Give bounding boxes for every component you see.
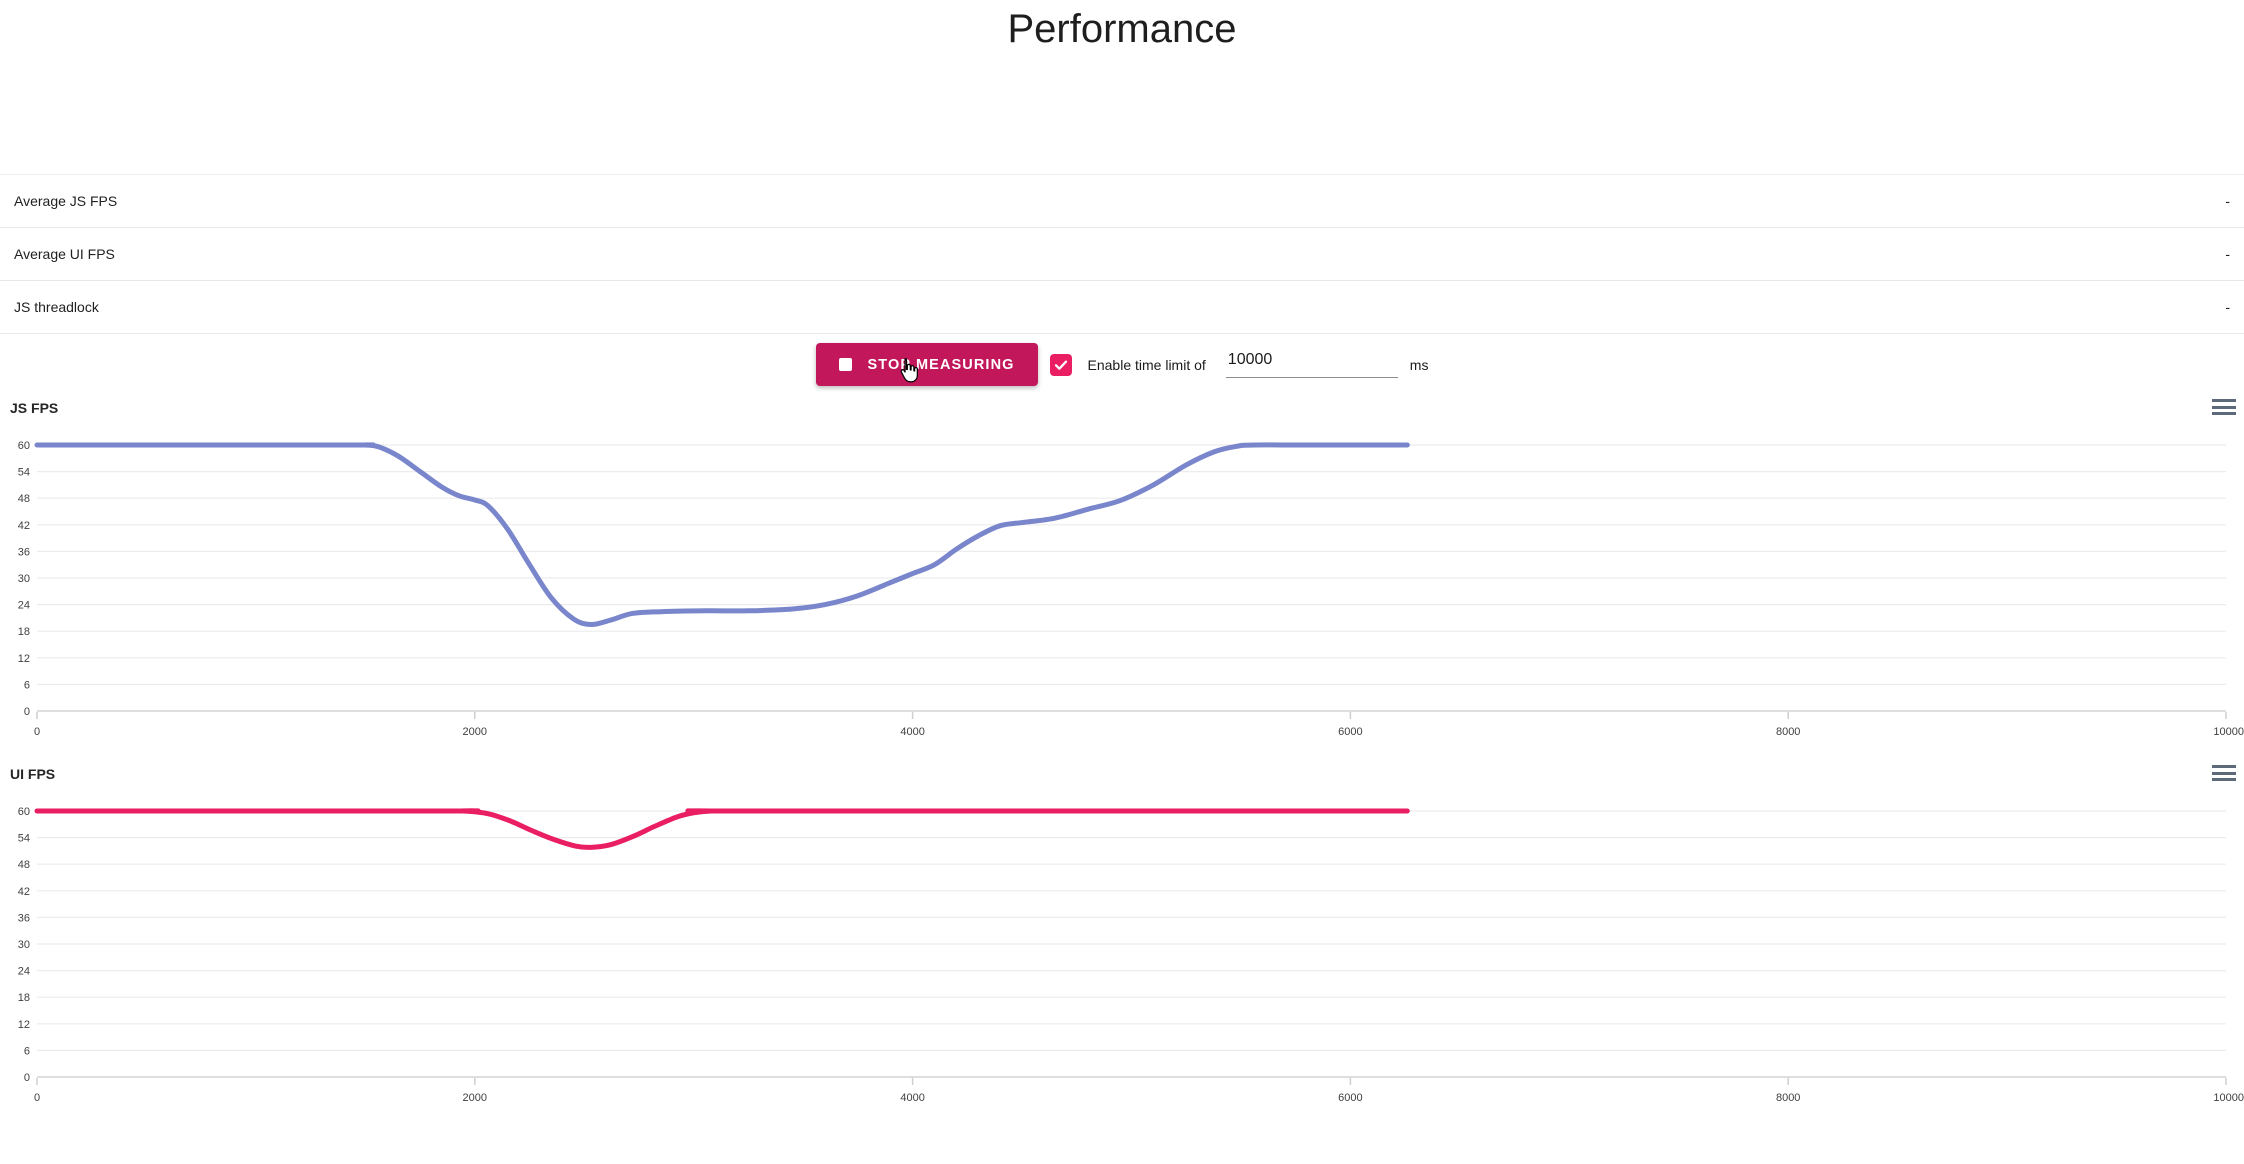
- js-fps-line: [34, 442, 1410, 628]
- svg-text:18: 18: [18, 626, 30, 638]
- menu-bar: [2212, 778, 2236, 781]
- page-title: Performance: [1007, 7, 1237, 51]
- ui-fps-line: [34, 808, 1410, 850]
- svg-text:42: 42: [18, 886, 30, 898]
- stop-measuring-button[interactable]: STOP MEASURING: [815, 343, 1038, 386]
- svg-text:4000: 4000: [900, 726, 924, 738]
- js-fps-chart: JS FPS 60 54 48 42 36 30 24 18 12 6 0 0 2000 4000 6000…: [0, 392, 2244, 752]
- svg-text:12: 12: [18, 653, 30, 665]
- svg-text:24: 24: [18, 600, 30, 612]
- svg-text:6: 6: [24, 679, 30, 691]
- svg-text:48: 48: [18, 493, 30, 505]
- svg-text:18: 18: [18, 992, 30, 1004]
- svg-text:54: 54: [18, 833, 30, 845]
- ui-fps-chart: UI FPS 60 54 48 42 36 30 24 18 12 6 0 0 2000 4000 6000…: [0, 758, 2244, 1118]
- svg-text:42: 42: [18, 520, 30, 532]
- js-fps-chart-title: JS FPS: [10, 400, 59, 416]
- svg-text:36: 36: [18, 912, 30, 924]
- stat-row-average-js-fps: Average JS FPS -: [0, 175, 2244, 228]
- svg-text:0: 0: [34, 726, 40, 738]
- stats-list: Average JS FPS - Average UI FPS - JS thr…: [0, 174, 2244, 334]
- measure-controls: STOP MEASURING Enable time limit of ms: [0, 343, 2244, 386]
- svg-text:10000: 10000: [2213, 1092, 2244, 1104]
- svg-text:48: 48: [18, 859, 30, 871]
- stat-label: Average UI FPS: [14, 246, 115, 262]
- svg-text:0: 0: [24, 1072, 30, 1084]
- checkmark-icon: [1054, 360, 1067, 370]
- stat-row-js-threadlock: JS threadlock -: [0, 281, 2244, 334]
- menu-bar: [2212, 412, 2236, 415]
- svg-text:24: 24: [18, 966, 30, 978]
- ui-fps-chart-title: UI FPS: [10, 766, 56, 782]
- stop-square-icon: [838, 358, 852, 371]
- svg-text:8000: 8000: [1776, 1092, 1800, 1104]
- time-limit-label: Enable time limit of: [1087, 356, 1206, 373]
- svg-text:4000: 4000: [900, 1092, 924, 1104]
- stat-label: JS threadlock: [14, 299, 99, 315]
- stat-row-average-ui-fps: Average UI FPS -: [0, 228, 2244, 281]
- svg-text:12: 12: [18, 1019, 30, 1031]
- stop-measuring-label: STOP MEASURING: [867, 356, 1015, 373]
- svg-text:2000: 2000: [463, 1092, 487, 1104]
- menu-bar: [2212, 771, 2236, 775]
- menu-bar: [2212, 399, 2236, 402]
- svg-text:6: 6: [24, 1045, 30, 1057]
- svg-text:36: 36: [18, 546, 30, 558]
- hamburger-menu-icon[interactable]: [2212, 765, 2236, 781]
- stat-value: -: [2225, 193, 2230, 209]
- stat-label: Average JS FPS: [14, 193, 118, 209]
- svg-text:0: 0: [34, 1092, 40, 1104]
- svg-text:6000: 6000: [1338, 726, 1362, 738]
- time-limit-input[interactable]: [1225, 351, 1398, 378]
- svg-text:30: 30: [18, 573, 30, 585]
- menu-bar: [2212, 405, 2236, 409]
- svg-text:6000: 6000: [1338, 1092, 1362, 1104]
- stat-value: -: [2225, 299, 2230, 315]
- svg-text:54: 54: [18, 467, 30, 479]
- stat-value: -: [2225, 246, 2230, 262]
- svg-text:8000: 8000: [1776, 726, 1800, 738]
- svg-text:60: 60: [18, 806, 30, 818]
- svg-text:60: 60: [18, 440, 30, 452]
- hamburger-menu-icon[interactable]: [2212, 399, 2236, 415]
- time-limit-unit: ms: [1409, 356, 1429, 373]
- svg-text:0: 0: [24, 706, 30, 718]
- svg-text:30: 30: [18, 939, 30, 951]
- svg-text:2000: 2000: [463, 726, 487, 738]
- time-limit-checkbox[interactable]: [1049, 353, 1072, 376]
- menu-bar: [2212, 765, 2236, 768]
- svg-text:10000: 10000: [2213, 726, 2244, 738]
